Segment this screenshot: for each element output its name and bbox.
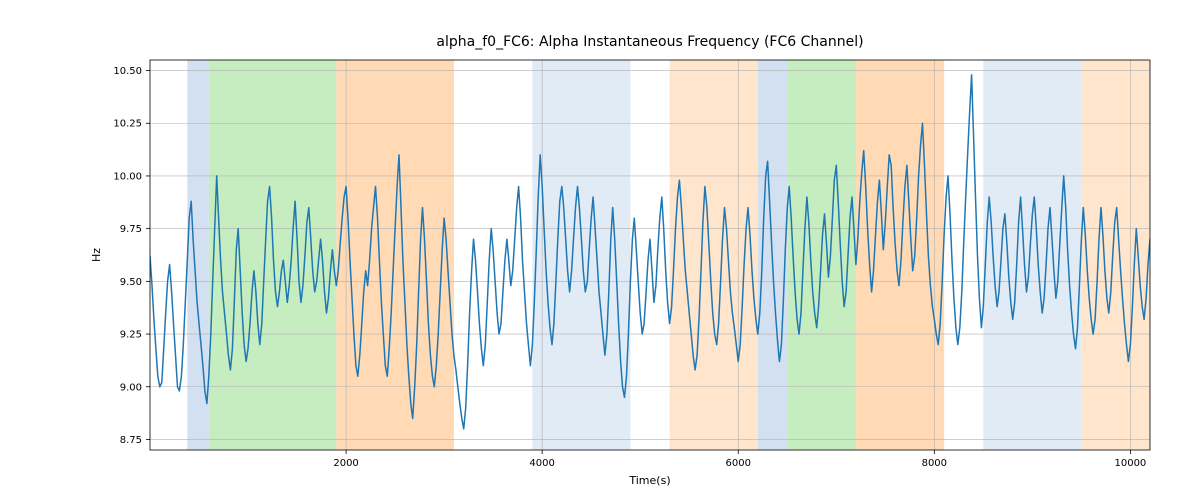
band-region xyxy=(1081,60,1150,450)
y-tick-label: 10.50 xyxy=(113,66,142,77)
x-tick-label: 10000 xyxy=(1114,458,1146,469)
chart-title: alpha_f0_FC6: Alpha Instantaneous Freque… xyxy=(436,34,863,50)
x-tick-label: 8000 xyxy=(922,458,947,469)
band-region xyxy=(336,60,454,450)
y-tick-label: 10.00 xyxy=(113,171,142,182)
band-region xyxy=(983,60,1081,450)
y-tick-label: 9.25 xyxy=(120,330,142,341)
y-axis-label: Hz xyxy=(90,248,103,262)
x-axis-label: Time(s) xyxy=(628,474,670,487)
plot-area xyxy=(150,60,1156,450)
x-tick-label: 2000 xyxy=(333,458,358,469)
y-tick-label: 9.75 xyxy=(120,224,142,235)
y-tick-label: 9.00 xyxy=(120,382,142,393)
y-tick-label: 10.25 xyxy=(113,119,142,130)
y-tick-label: 9.50 xyxy=(120,277,142,288)
chart-container: 2000 4000 6000 8000 10000 8.75 9.00 9.25 9.50 9.7… xyxy=(0,0,1200,500)
x-tick-label: 4000 xyxy=(529,458,554,469)
x-tick-label: 6000 xyxy=(726,458,751,469)
line-chart: 2000 4000 6000 8000 10000 8.75 9.00 9.25 9.50 9.7… xyxy=(0,0,1200,500)
y-tick-label: 8.75 xyxy=(120,435,142,446)
